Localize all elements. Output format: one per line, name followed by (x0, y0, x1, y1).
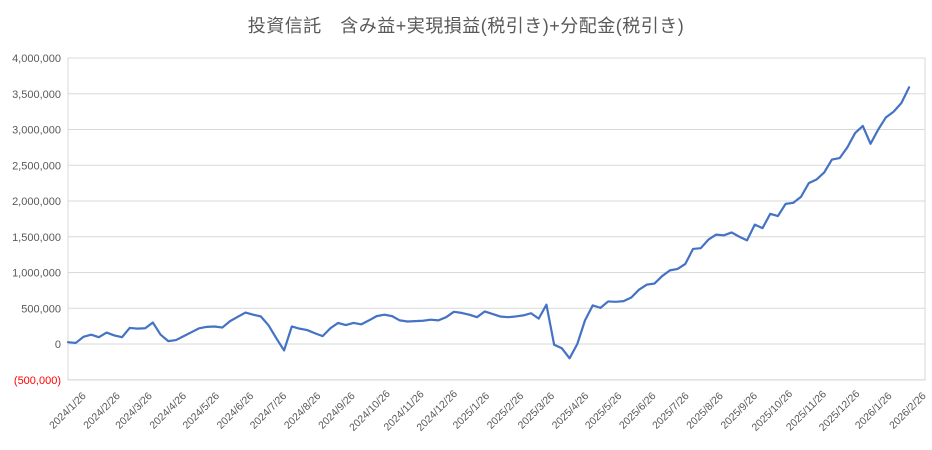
y-tick-label: 2,500,000 (12, 160, 61, 172)
y-tick-label: 1,500,000 (12, 232, 61, 244)
series-line (66, 86, 911, 360)
y-tick-label: 0 (55, 339, 61, 351)
y-tick-label: 1,000,000 (12, 268, 61, 280)
chart-title: 投資信託 含み益+実現損益(税引き)+分配金(税引き) (247, 16, 685, 36)
plot-border (67, 57, 926, 381)
y-tick-label: (500,000) (14, 375, 61, 387)
y-tick-label: 3,000,000 (12, 125, 61, 137)
gridlines (68, 57, 925, 381)
y-tick-label: 500,000 (21, 303, 61, 315)
y-tick-label: 3,500,000 (12, 89, 61, 101)
x-tick-label: 2026/2/26 (887, 390, 929, 432)
y-tick-label: 2,000,000 (12, 196, 61, 208)
y-axis-labels: 4,000,000 3,500,000 3,000,000 2,500,000 2,00… (12, 53, 61, 387)
x-axis-labels: 2024/1/262024/2/262024/3/262024/4/262024… (47, 388, 929, 434)
y-tick-label: 4,000,000 (12, 53, 61, 65)
